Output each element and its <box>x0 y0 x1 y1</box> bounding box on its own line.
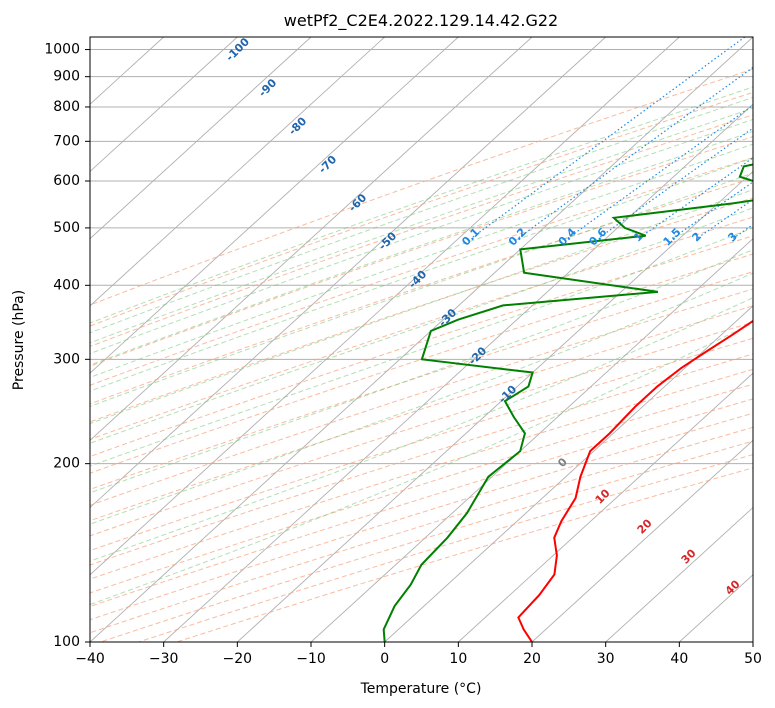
y-tick-label: 300 <box>53 351 80 367</box>
dry-adiabat-line <box>90 68 753 306</box>
dry-adiabat-line <box>90 114 753 347</box>
isotherm-line <box>163 103 753 642</box>
moist-adiabat-line <box>90 130 753 366</box>
isotherm-line <box>90 37 385 307</box>
chart-title: wetPf2_C2E4.2022.129.14.42.G22 <box>284 11 558 31</box>
moist-adiabat-line <box>90 172 753 407</box>
x-tick-label: 20 <box>523 651 541 667</box>
dry-adiabat-line <box>90 368 753 580</box>
dry-adiabat-line <box>90 136 753 367</box>
y-tick-label: 900 <box>53 69 80 85</box>
moist-adiabat-line <box>90 249 753 494</box>
moist-adiabat-line <box>90 272 753 525</box>
isotherm-line <box>90 37 753 642</box>
y-axis-label: Pressure (hPa) <box>11 290 27 390</box>
dry-adiabat-line <box>90 383 753 594</box>
y-tick-label: 400 <box>53 277 80 293</box>
x-tick-label: −40 <box>75 651 105 667</box>
x-tick-label: 50 <box>744 651 762 667</box>
moist-adiabat-line <box>90 322 753 606</box>
moist-adiabat-line <box>90 157 753 392</box>
x-tick-label: 0 <box>380 651 389 667</box>
isotherm-line <box>90 37 238 173</box>
isotherm-line <box>90 37 312 240</box>
isotherm-line <box>605 506 753 642</box>
moist-adiabat-line <box>90 118 753 355</box>
x-tick-label: −30 <box>149 651 179 667</box>
isotherm-line <box>90 37 680 576</box>
x-tick-label: −10 <box>296 651 326 667</box>
x-tick-label: 40 <box>670 651 688 667</box>
mixing-ratio-line <box>470 37 746 239</box>
x-axis-label: Temperature (°C) <box>360 681 482 697</box>
isotherm-line <box>531 439 753 642</box>
dry-adiabat-line <box>90 353 753 566</box>
isotherm-line <box>90 37 533 441</box>
temperature-profile-line <box>517 319 753 642</box>
isotherm-line <box>237 170 753 642</box>
y-tick-label: 100 <box>53 634 80 650</box>
y-tick-label: 600 <box>53 173 80 189</box>
x-tick-label: 10 <box>449 651 467 667</box>
axis-ticks: −40 −30 −20 −10 0 10 20 30 40 50 1000 900 800 700 600 5… <box>44 42 762 667</box>
y-tick-label: 800 <box>53 99 80 115</box>
moist-adiabat-line <box>90 297 753 562</box>
mixing-ratio-label: 4 <box>752 230 767 245</box>
isotherm-line <box>90 37 606 509</box>
y-tick-label: 200 <box>53 456 80 472</box>
isotherm-line <box>384 305 753 642</box>
isotherm-line <box>458 372 753 642</box>
dewpoint-profile-line <box>382 163 753 642</box>
moist-adiabat-line <box>90 189 753 425</box>
y-tick-label: 1000 <box>44 42 80 58</box>
plot-frame <box>89 36 754 643</box>
moist-adiabat-line <box>90 143 753 378</box>
x-tick-label: −20 <box>223 651 253 667</box>
x-tick-label: 30 <box>597 651 615 667</box>
y-tick-label: 500 <box>53 220 80 236</box>
dry-adiabat-line <box>90 177 753 405</box>
mixing-ratio-line <box>567 104 753 239</box>
y-tick-label: 700 <box>53 133 80 149</box>
plot-lines <box>90 37 753 642</box>
